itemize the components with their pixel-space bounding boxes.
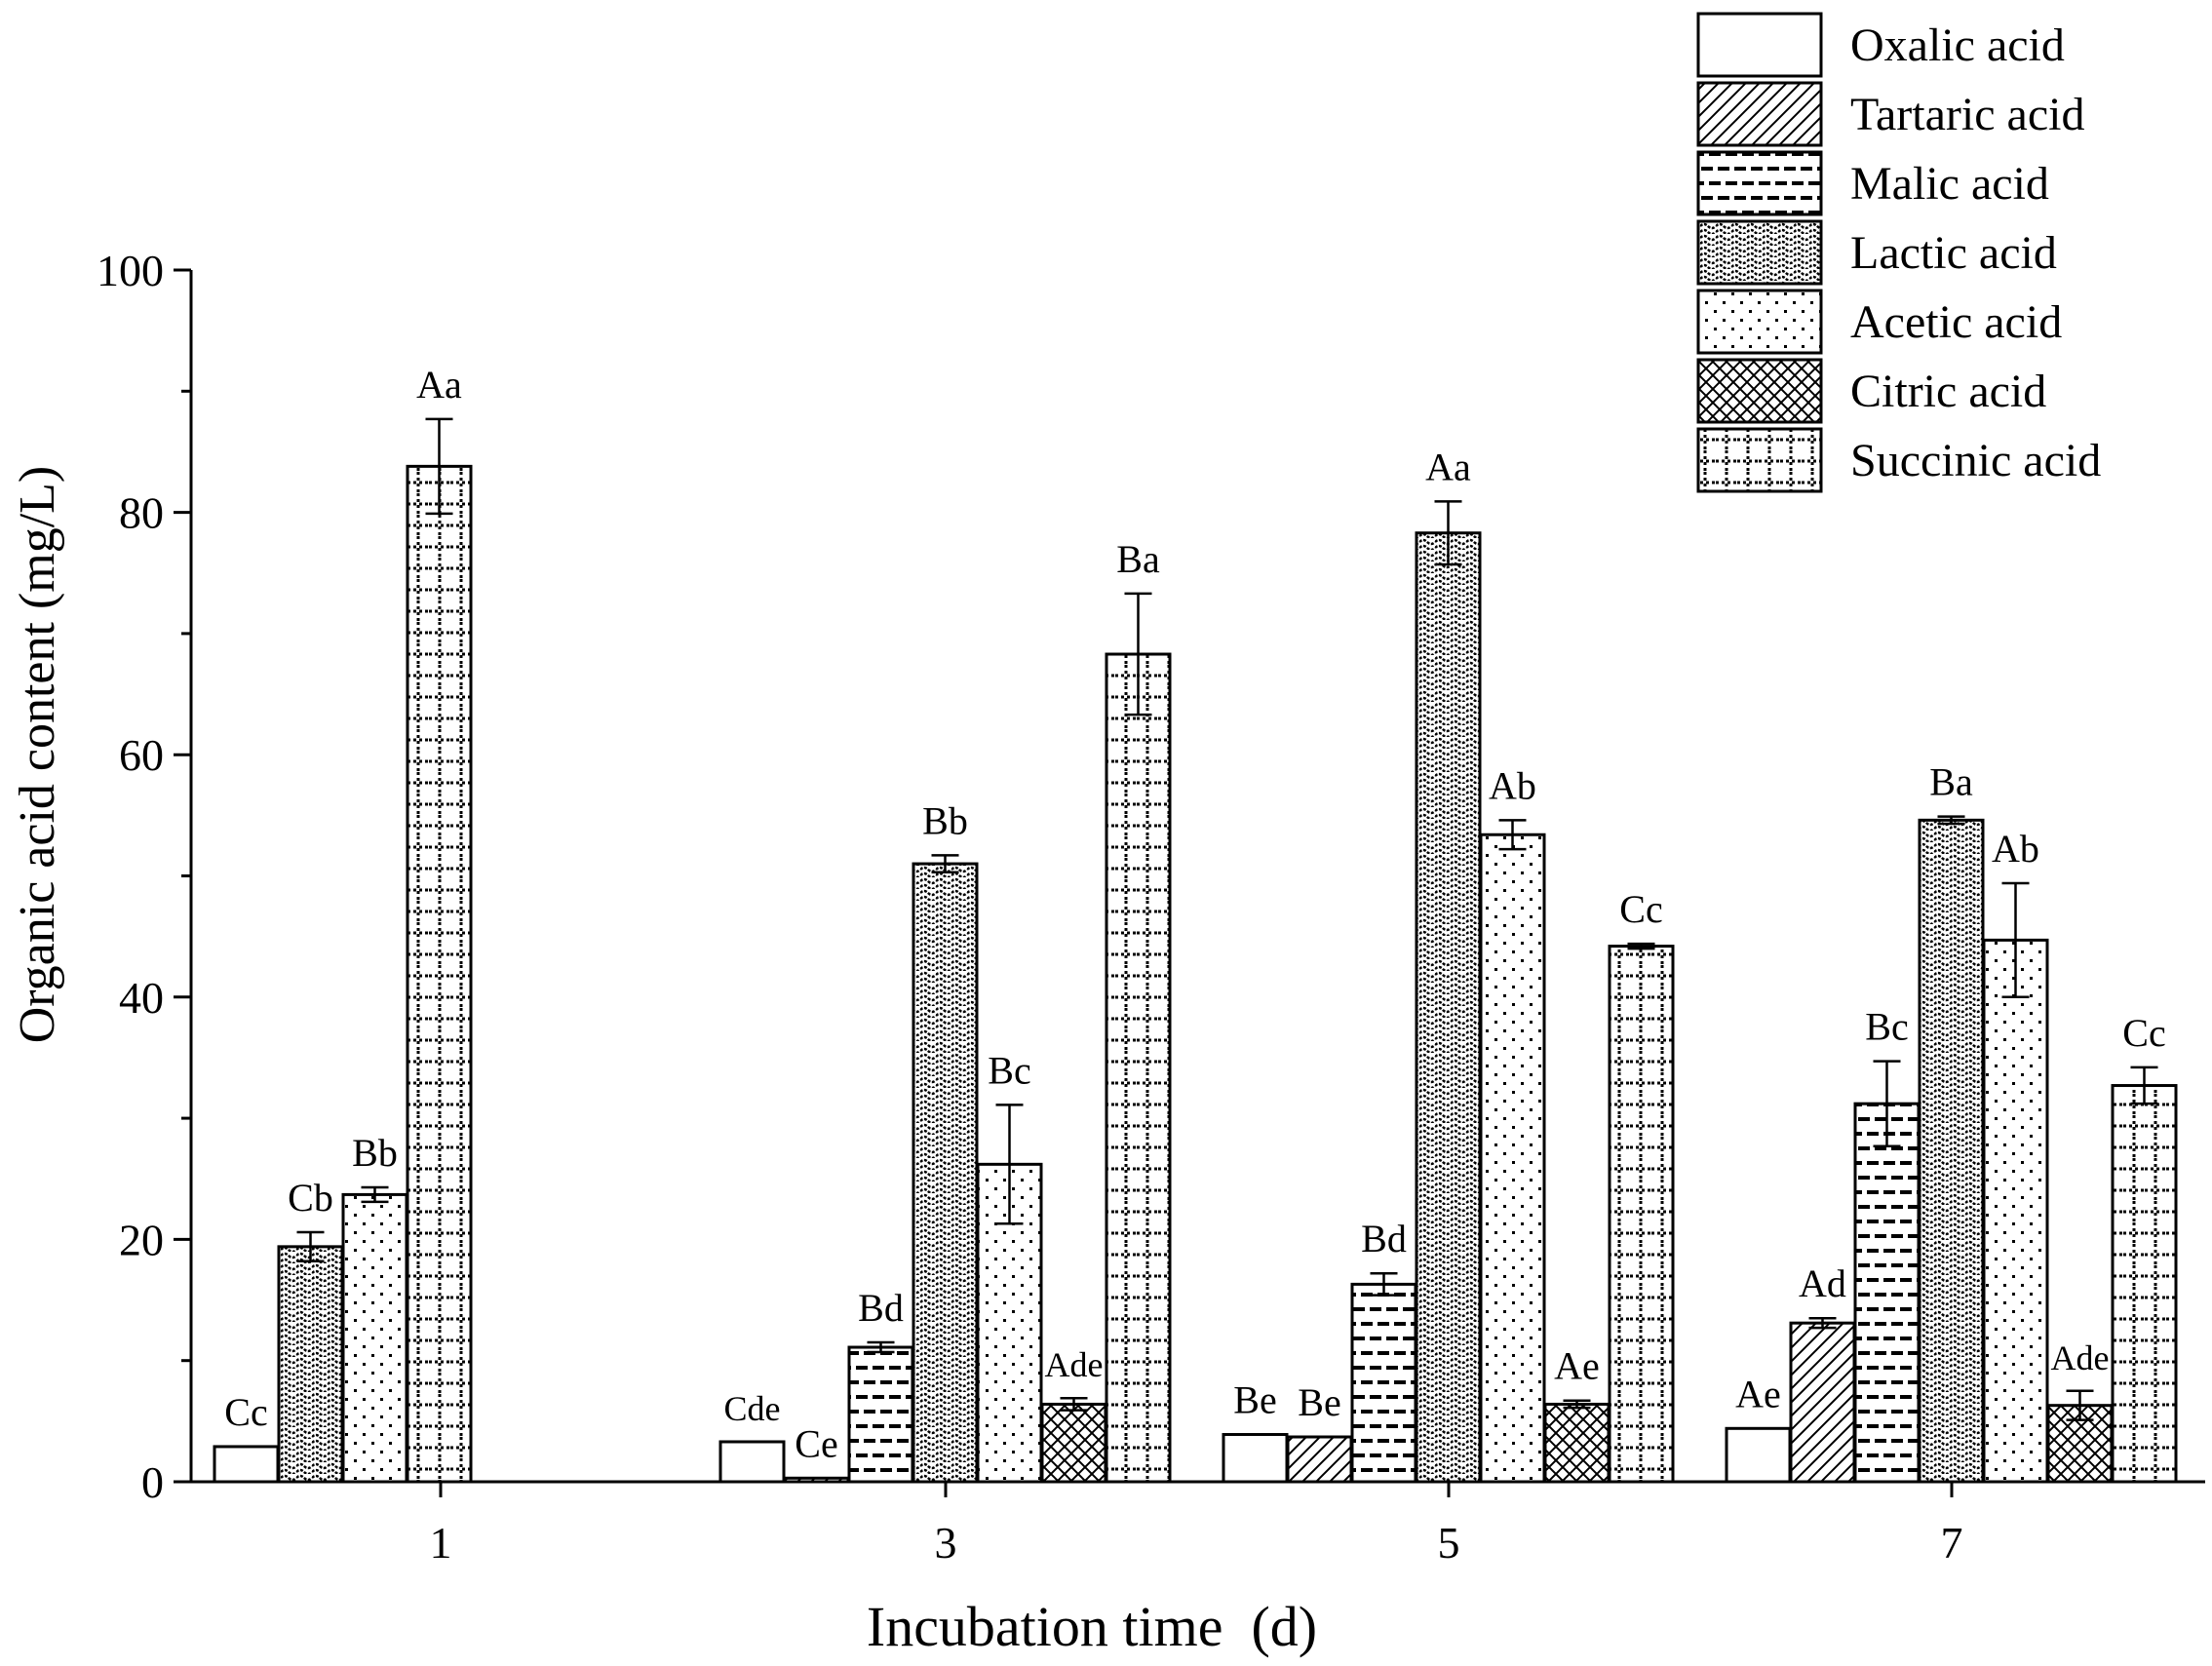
legend-swatch-tartaric-acid bbox=[1696, 81, 1823, 147]
bar-acetic-acid-day1 bbox=[341, 1192, 408, 1484]
significance-label: Aa bbox=[1425, 445, 1471, 488]
legend-label-tartaric-acid: Tartaric acid bbox=[1850, 89, 2084, 140]
significance-label: Be bbox=[1298, 1380, 1340, 1424]
y-axis-title: Organic acid content (mg/L) bbox=[10, 466, 65, 1044]
significance-label: Ba bbox=[1929, 760, 1973, 804]
bar-labels-group: Cc Cb Bb Aa Cde Ce Bd Bb Bc Ade Ba Be Be Bd Aa Ab Ae Cc Ae… bbox=[224, 363, 2165, 1465]
bar-malic-acid-day3 bbox=[847, 1345, 914, 1484]
y-tick-label: 0 bbox=[141, 1457, 164, 1507]
legend-label-acetic-acid: Acetic acid bbox=[1850, 296, 2062, 348]
bar-lactic-acid-day7 bbox=[1918, 818, 1985, 1484]
legend-swatch-succinic-acid bbox=[1696, 427, 1823, 493]
bar-acetic-acid-day7 bbox=[1982, 938, 2049, 1484]
bar-tartaric-acid-day5 bbox=[1286, 1435, 1353, 1484]
legend-swatch-malic-acid bbox=[1696, 150, 1823, 216]
significance-label: Ae bbox=[1554, 1344, 1600, 1388]
bar-oxalic-acid-day1 bbox=[213, 1445, 280, 1484]
bars-group bbox=[213, 417, 2178, 1484]
significance-label: Ade bbox=[1045, 1345, 1104, 1384]
bar-succinic-acid-day3 bbox=[1105, 652, 1172, 1484]
legend-swatch-lactic-acid bbox=[1696, 219, 1823, 286]
legend-swatch-acetic-acid bbox=[1696, 289, 1823, 355]
significance-label: Ce bbox=[795, 1421, 837, 1465]
bar-tartaric-acid-day3 bbox=[783, 1476, 850, 1484]
bar-malic-acid-day7 bbox=[1853, 1102, 1921, 1484]
bar-lactic-acid-day5 bbox=[1415, 531, 1482, 1484]
bar-oxalic-acid-day3 bbox=[718, 1440, 786, 1484]
legend-swatch-citric-acid bbox=[1696, 358, 1823, 424]
significance-label: Bc bbox=[1865, 1005, 1908, 1049]
significance-label: Be bbox=[1233, 1378, 1276, 1422]
significance-label: Ad bbox=[1799, 1261, 1846, 1305]
legend-label-oxalic-acid: Oxalic acid bbox=[1850, 19, 2065, 71]
legend-label-citric-acid: Citric acid bbox=[1850, 366, 2046, 417]
legend: Oxalic acid Tartaric acid Malic acid Lactic… bbox=[1696, 12, 2101, 493]
bar-oxalic-acid-day5 bbox=[1222, 1433, 1289, 1484]
significance-label: Ba bbox=[1116, 537, 1160, 581]
significance-label: Bc bbox=[988, 1048, 1030, 1092]
x-tick-label: 7 bbox=[1941, 1518, 1963, 1568]
significance-label: Bb bbox=[922, 798, 968, 842]
legend-swatch-oxalic-acid bbox=[1696, 12, 1823, 78]
bar-succinic-acid-day5 bbox=[1608, 945, 1675, 1484]
bar-succinic-acid-day1 bbox=[406, 464, 473, 1484]
axes: 0 20 40 60 80 100 1 3 5 7 bbox=[97, 246, 2205, 1568]
significance-label: Ab bbox=[1489, 763, 1536, 807]
x-tick-label: 5 bbox=[1438, 1518, 1460, 1568]
x-axis-title: Incubation time (d) bbox=[867, 1595, 1317, 1658]
significance-label: Ade bbox=[2051, 1338, 2110, 1377]
significance-label: Cb bbox=[288, 1176, 333, 1220]
y-tick-label: 100 bbox=[97, 246, 164, 295]
significance-label: Ab bbox=[1992, 827, 2039, 871]
y-tick-label: 80 bbox=[119, 488, 164, 538]
bar-lactic-acid-day3 bbox=[912, 862, 979, 1484]
bar-malic-acid-day5 bbox=[1350, 1282, 1417, 1484]
bar-tartaric-acid-day7 bbox=[1789, 1321, 1856, 1484]
bar-lactic-acid-day1 bbox=[277, 1245, 344, 1484]
bar-succinic-acid-day7 bbox=[2111, 1084, 2178, 1484]
significance-label: Bb bbox=[352, 1131, 398, 1175]
y-tick-label: 40 bbox=[119, 973, 164, 1023]
significance-label: Ae bbox=[1735, 1372, 1781, 1415]
significance-label: Cc bbox=[224, 1390, 267, 1434]
y-tick-label: 20 bbox=[119, 1215, 164, 1264]
bar-acetic-acid-day5 bbox=[1479, 833, 1546, 1484]
bar-oxalic-acid-day7 bbox=[1725, 1426, 1792, 1484]
significance-label: Cc bbox=[2122, 1011, 2165, 1055]
legend-label-lactic-acid: Lactic acid bbox=[1850, 227, 2057, 279]
bar-citric-acid-day5 bbox=[1543, 1402, 1610, 1484]
significance-label: Bd bbox=[858, 1286, 904, 1330]
legend-label-succinic-acid: Succinic acid bbox=[1850, 435, 2101, 486]
significance-label: Cde bbox=[724, 1389, 781, 1428]
significance-label: Aa bbox=[416, 363, 462, 407]
legend-label-malic-acid: Malic acid bbox=[1850, 158, 2049, 210]
x-tick-label: 3 bbox=[935, 1518, 957, 1568]
y-tick-label: 60 bbox=[119, 730, 164, 780]
bar-citric-acid-day3 bbox=[1040, 1402, 1107, 1484]
x-tick-label: 1 bbox=[430, 1518, 452, 1568]
significance-label: Cc bbox=[1619, 887, 1662, 931]
significance-label: Bd bbox=[1361, 1217, 1407, 1260]
